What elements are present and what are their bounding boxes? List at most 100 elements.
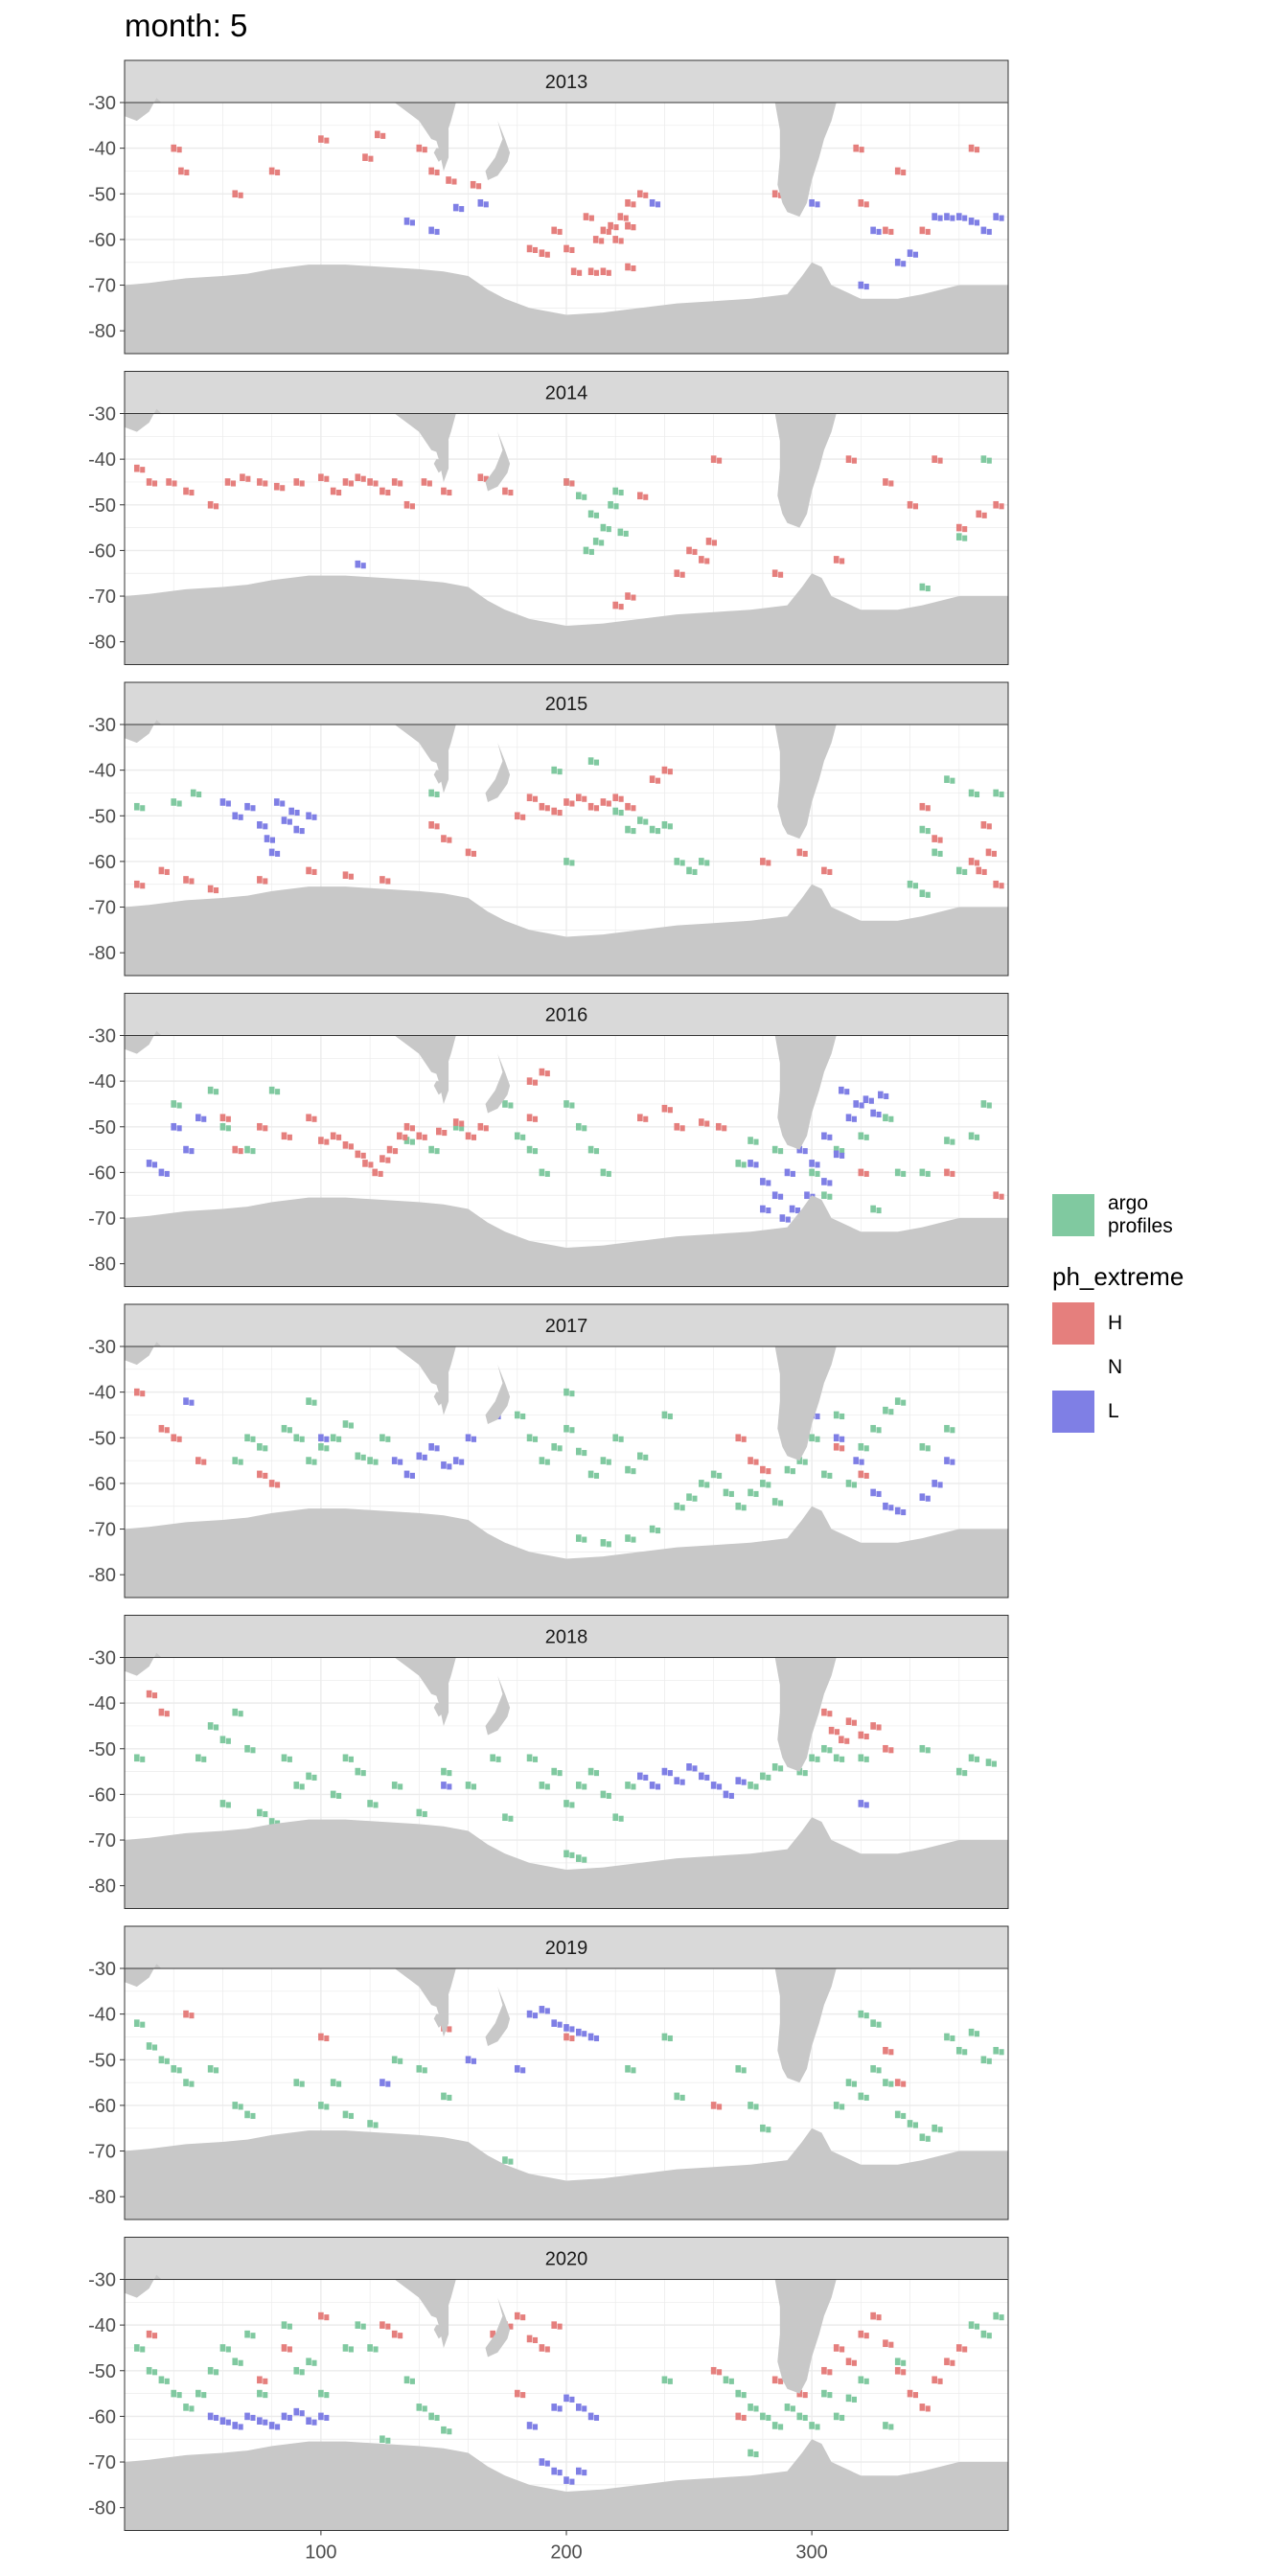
argo-cell: [766, 1774, 771, 1781]
land-mass: [125, 1195, 1008, 1287]
ph-extreme-h-cell: [993, 880, 1000, 888]
ph-extreme-l-cell: [870, 226, 876, 235]
argo-cell: [140, 805, 146, 812]
ph-extreme-h-cell: [183, 2010, 189, 2018]
y-tick-label: -60: [88, 1784, 116, 1806]
ph-extreme-l-cell: [441, 1782, 447, 1789]
ph-extreme-l-cell: [795, 1207, 801, 1214]
ph-extreme-h-cell: [526, 1077, 533, 1085]
ph-extreme-h-cell: [447, 837, 452, 843]
ph-extreme-h-cell: [858, 1731, 864, 1739]
ph-extreme-h-cell: [661, 766, 668, 774]
argo-cell: [158, 2056, 165, 2064]
ph-extreme-h-cell: [699, 1118, 704, 1126]
argo-cell: [176, 1102, 182, 1109]
ph-extreme-l-cell: [293, 825, 300, 834]
y-tick-label: -50: [88, 2361, 116, 2382]
argo-cell: [459, 1125, 465, 1132]
y-tick-label: -70: [88, 898, 116, 919]
ph-extreme-l-cell: [925, 1495, 931, 1502]
argo-cell: [569, 1852, 575, 1858]
ph-extreme-h-cell: [176, 147, 182, 153]
argo-cell: [422, 2067, 427, 2074]
ph-extreme-h-cell: [981, 512, 987, 518]
argo-cell: [564, 1100, 569, 1108]
ph-extreme-l-cell: [582, 2031, 587, 2037]
ph-extreme-h-cell: [348, 873, 354, 880]
ph-extreme-h-cell: [403, 500, 410, 509]
ph-extreme-h-cell: [520, 814, 526, 820]
ph-extreme-l-cell: [569, 2026, 575, 2033]
ph-extreme-h-cell: [883, 1744, 888, 1753]
y-tick-label: -50: [88, 806, 116, 827]
argo-cell: [564, 858, 569, 865]
argo-cell: [876, 1207, 882, 1214]
ph-extreme-h-cell: [937, 457, 943, 464]
argo-cell: [514, 1132, 520, 1140]
argo-cell: [281, 1424, 288, 1433]
argo-cell: [840, 2104, 845, 2110]
ph-extreme-l-cell: [232, 2422, 239, 2429]
argo-cell: [201, 1756, 207, 1762]
ph-extreme-h-cell: [318, 2033, 324, 2041]
ph-extreme-h-cell: [827, 2369, 833, 2376]
argo-cell: [447, 1770, 452, 1777]
y-tick-label: -70: [88, 586, 116, 608]
ph-extreme-h-cell: [158, 866, 165, 875]
ph-extreme-l-cell: [569, 2478, 575, 2485]
ph-extreme-h-cell: [514, 2389, 520, 2398]
ph-extreme-h-cell: [845, 1717, 852, 1726]
ph-extreme-h-cell: [368, 1162, 374, 1168]
ph-extreme-h-cell: [380, 132, 386, 139]
argo-cell: [863, 2094, 869, 2101]
ph-extreme-h-cell: [348, 480, 354, 487]
ph-extreme-h-cell: [263, 1125, 268, 1132]
ph-extreme-h-cell: [245, 475, 251, 482]
argo-cell: [815, 1170, 820, 1177]
land-mass: [485, 743, 511, 802]
argo-cell: [268, 1086, 275, 1094]
ph-extreme-h-cell: [833, 1442, 840, 1451]
ph-extreme-h-cell: [612, 601, 619, 610]
x-tick-label: 300: [795, 2542, 827, 2564]
y-tick-label: -40: [88, 761, 116, 782]
ph-extreme-h-cell: [735, 1434, 742, 1442]
ph-extreme-l-cell: [263, 823, 268, 830]
ph-extreme-l-cell: [876, 1111, 882, 1118]
ph-extreme-l-cell: [311, 814, 317, 820]
argo-cell: [950, 1427, 955, 1434]
ph-extreme-l-cell: [790, 1170, 795, 1177]
y-tick-label: -30: [88, 1648, 116, 1669]
ph-extreme-h-cell: [802, 2392, 808, 2399]
argo-cell: [840, 1756, 845, 1762]
ph-extreme-h-cell: [631, 805, 636, 812]
argo-cell: [582, 1856, 587, 1863]
argo-cell: [974, 1134, 980, 1140]
ph-extreme-l-cell: [863, 284, 869, 290]
argo-cell: [704, 1482, 710, 1488]
ph-extreme-l-cell: [937, 215, 943, 221]
ph-extreme-h-cell: [446, 176, 451, 184]
ph-extreme-h-cell: [189, 489, 195, 496]
argo-cell: [520, 1134, 526, 1140]
ph-extreme-h-cell: [164, 1711, 170, 1717]
argo-cell: [932, 848, 937, 857]
ph-extreme-l-cell: [699, 1772, 704, 1781]
argo-cell: [600, 1457, 607, 1464]
argo-cell: [753, 2104, 759, 2110]
ph-extreme-h-cell: [275, 169, 281, 176]
argo-cell: [919, 1744, 926, 1753]
ph-extreme-h-cell: [146, 2330, 152, 2338]
ph-extreme-l-cell: [434, 228, 440, 235]
argo-cell: [575, 1534, 582, 1542]
argo-cell: [564, 1424, 569, 1433]
y-tick-label: -70: [88, 1830, 116, 1852]
y-tick-label: -30: [88, 1959, 116, 1980]
ph-extreme-h-cell: [360, 1152, 366, 1159]
ph-extreme-l-cell: [789, 1205, 795, 1213]
ph-extreme-h-cell: [391, 2330, 398, 2338]
ph-extreme-h-cell: [465, 848, 472, 857]
ph-extreme-l-cell: [311, 2419, 317, 2426]
ph-extreme-l-cell: [544, 2008, 550, 2014]
ph-extreme-h-cell: [912, 2392, 919, 2399]
